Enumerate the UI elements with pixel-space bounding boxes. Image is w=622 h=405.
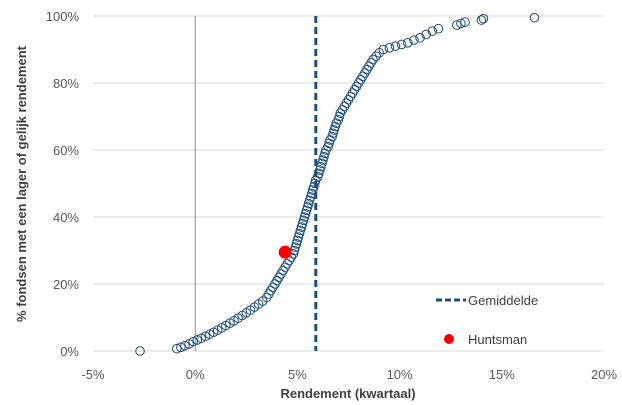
fund-point: [402, 38, 413, 48]
gridlines: [93, 15, 604, 352]
fund-point: [396, 39, 407, 50]
fund-point: [427, 26, 438, 36]
fund-point: [378, 44, 389, 55]
fund-point: [433, 23, 444, 34]
huntsman-point: [278, 245, 292, 259]
y-tick-label: 40%: [53, 210, 79, 225]
fund-point: [478, 13, 489, 24]
y-tick-label: 20%: [53, 277, 79, 292]
y-tick-label: 100%: [46, 9, 80, 24]
x-tick-label: 10%: [387, 367, 413, 382]
fund-point: [409, 35, 419, 45]
fund-point: [176, 342, 186, 353]
fund-point: [456, 18, 466, 29]
fund-point: [452, 20, 462, 30]
fund-point: [192, 335, 203, 345]
fund-points: [135, 12, 540, 356]
legend: Gemiddelde Huntsman: [436, 293, 538, 347]
x-tick-labels: -5% 0% 5% 10% 15% 20%: [81, 367, 617, 382]
fund-point: [135, 346, 145, 356]
x-tick-label: 20%: [591, 367, 617, 382]
highlight-layer: [278, 245, 292, 259]
x-tick-label: 15%: [489, 367, 515, 382]
fund-point: [529, 12, 540, 23]
y-tick-label: 0%: [60, 344, 79, 359]
x-axis-title: Rendement (kwartaal): [280, 386, 415, 401]
y-tick-label: 60%: [53, 143, 79, 158]
legend-mean-label: Gemiddelde: [468, 293, 538, 308]
y-tick-label: 80%: [53, 76, 79, 91]
x-tick-label: 5%: [288, 367, 307, 382]
fund-point: [390, 41, 401, 51]
y-axis-title: % fondsen met een lager of gelijk rendem…: [14, 45, 29, 322]
legend-huntsman-swatch: [444, 334, 454, 344]
fund-point: [371, 51, 381, 62]
fund-point: [172, 343, 182, 354]
fund-point: [415, 32, 425, 43]
fund-point: [384, 43, 395, 53]
x-tick-label: -5%: [81, 367, 105, 382]
fund-point: [180, 340, 190, 351]
fund-point: [421, 29, 431, 40]
y-tick-labels: 0% 20% 40% 60% 80% 100%: [46, 9, 80, 359]
fund-point: [476, 15, 487, 25]
legend-huntsman-label: Huntsman: [468, 332, 527, 347]
fund-point: [188, 336, 198, 347]
fund-point: [460, 17, 470, 27]
fund-point: [368, 54, 378, 65]
x-tick-label: 0%: [186, 367, 205, 382]
